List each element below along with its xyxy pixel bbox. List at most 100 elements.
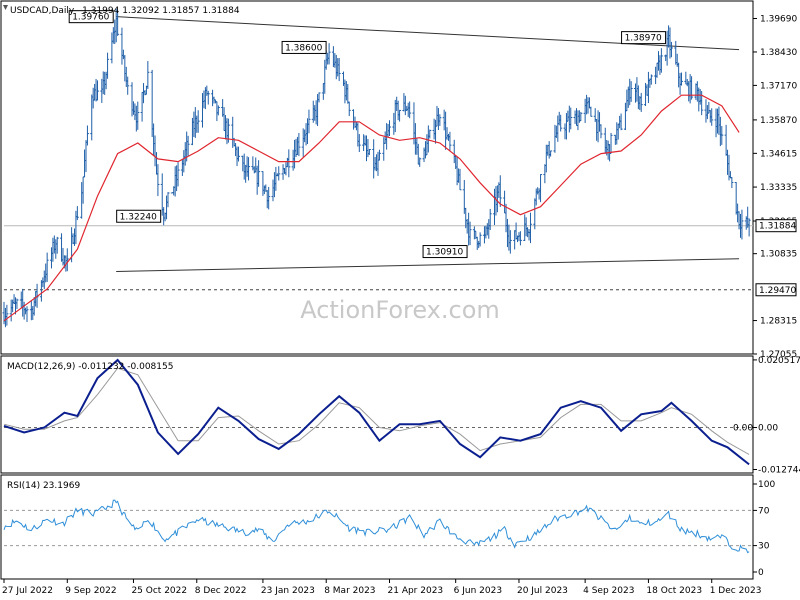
rsi-panel-frame [0, 474, 754, 580]
price-annotation-box [116, 209, 162, 223]
ohlc-bar [569, 107, 573, 130]
ohlc-bar [518, 231, 522, 246]
ohlc-bar [669, 41, 673, 58]
ohlc-bar [629, 81, 633, 102]
ohlc-bar [65, 248, 69, 272]
macd-line [3, 358, 750, 466]
ohlc-bar [478, 232, 482, 247]
ohlc-bar [428, 129, 432, 139]
x-axis-label: 6 Jun 2023 [454, 586, 502, 596]
price-annotation-label: 1.30910 [426, 248, 463, 258]
ohlc-bar [347, 101, 351, 117]
ohlc-bar [408, 101, 412, 119]
price-axis-label: 1.39690 [760, 15, 797, 25]
rsi-axis-label: 70 [758, 506, 770, 516]
chart-symbol-title: USDCAD,Daily 1.31994 1.32092 1.31857 1.3… [10, 6, 240, 16]
ohlc-bar [297, 133, 301, 157]
price-axis-label: 1.37170 [760, 81, 797, 91]
price-axis-label: 1.34615 [760, 149, 797, 159]
ohlc-bar [458, 168, 462, 191]
ohlc-bar [599, 124, 603, 139]
x-axis-label: 8 Dec 2022 [195, 586, 247, 596]
ohlc-bar [75, 206, 79, 221]
price-axis-label: 1.33335 [760, 183, 797, 193]
ohlc-bar [639, 92, 643, 112]
ohlc-bar [327, 43, 331, 65]
moving-average-line [3, 94, 740, 322]
x-axis-label: 27 Jul 2022 [2, 586, 53, 596]
price-axis-label: 1.30835 [760, 250, 797, 260]
ohlc-bar [528, 212, 532, 244]
x-axis-label: 25 Oct 2022 [131, 586, 187, 596]
macd-axis-label: -0.012744 [758, 466, 800, 476]
collapse-icon [3, 5, 8, 10]
price-axis-label: 1.27055 [760, 350, 797, 360]
rsi-axis-label: 30 [758, 542, 770, 552]
x-axis-label: 18 Oct 2023 [646, 586, 702, 596]
ohlc-bar [216, 105, 220, 116]
x-axis-label: 8 Mar 2023 [324, 586, 375, 596]
support-price-box [755, 283, 797, 297]
ohlc-bar [680, 72, 684, 86]
price-annotation-label: 1.32240 [120, 212, 157, 222]
macd-panel: 0.020517 0.00 -0.012744 0.00 MACD(12,26,9) -… [3, 356, 800, 476]
macd-axis-label: 0.00 [758, 424, 778, 434]
ohlc-bar [720, 126, 724, 145]
last-price-label: 1.31884 [759, 222, 796, 232]
ohlc-bar [206, 90, 210, 105]
ohlc-bar [498, 175, 502, 207]
ohlc-bar [448, 131, 452, 151]
x-axis-label: 20 Jul 2023 [517, 586, 568, 596]
ohlc-bar [25, 306, 29, 322]
rsi-axis-label: 0 [758, 568, 764, 578]
ohlc-bar [468, 221, 472, 246]
x-axis-label: 21 Apr 2023 [388, 586, 444, 596]
ohlc-bar [649, 74, 653, 85]
price-panel-frame [0, 0, 754, 355]
support-price-label: 1.29470 [759, 286, 796, 296]
price-annotation-label: 1.39760 [72, 13, 109, 23]
ohlc-readout: 1.31994 1.32092 1.31857 1.31884 [82, 6, 240, 16]
ohlc-bar [488, 208, 492, 230]
macd-axis-label: 0.020517 [758, 356, 800, 366]
ohlc-bar [438, 114, 442, 126]
ohlc-bar [287, 149, 291, 178]
ohlc-bar [508, 230, 512, 254]
x-axis-label: 4 Sep 2023 [583, 586, 634, 596]
ohlc-bar [659, 48, 663, 73]
ohlc-bar [307, 109, 311, 134]
ohlc-bar [398, 109, 402, 122]
ohlc-bar [5, 304, 9, 326]
ohlc-bar [337, 58, 341, 82]
ohlc-bar [106, 52, 110, 79]
ohlc-bar [166, 192, 170, 208]
price-axis-label: 1.38430 [760, 48, 797, 58]
ohlc-bar [589, 106, 593, 117]
ohlc-bar [539, 174, 543, 203]
ohlc-bar [317, 92, 321, 103]
rsi-line [3, 499, 750, 554]
price-annotation-label: 1.38970 [625, 34, 662, 44]
ohlc-bar [116, 11, 120, 36]
ohlc-bar [747, 218, 751, 237]
channel-lower-line [116, 258, 740, 272]
ohlc-bar [367, 148, 371, 155]
ohlc-bar [146, 61, 150, 89]
ohlc-bar [186, 135, 190, 156]
price-panel: 1.39690 1.38430 1.37170 1.35870 1.34615 1.333… [2, 8, 797, 360]
ohlc-bar [45, 252, 49, 282]
price-annotation-label: 1.38600 [285, 43, 322, 53]
macd-indicator-label: MACD(12,26,9) -0.011232 -0.008155 [7, 362, 173, 372]
ohlc-bar [710, 108, 714, 126]
ohlc-bar [55, 236, 59, 254]
x-axis-label: 9 Sep 2022 [65, 586, 116, 596]
ohlc-bar [85, 125, 89, 146]
ohlc-bar [740, 209, 744, 240]
ohlc-bar [559, 114, 563, 132]
ohlc-bar [579, 112, 583, 122]
price-annotation-box [422, 245, 468, 259]
ohlc-bar [277, 166, 281, 181]
ohlc-bar [176, 162, 180, 187]
ohlc-bar [267, 186, 271, 210]
